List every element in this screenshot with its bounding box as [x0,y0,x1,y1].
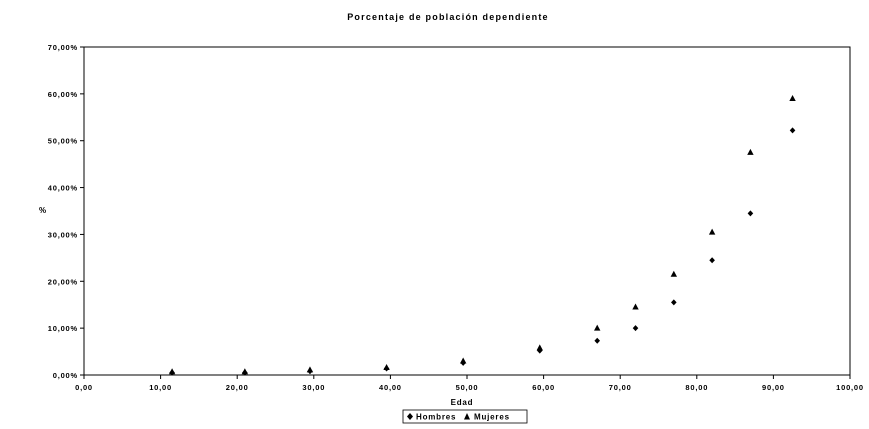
y-tick-label: 70,00% [48,43,78,52]
x-tick-label: 50,00 [456,383,479,392]
x-tick-label: 70,00 [609,383,632,392]
x-tick-label: 30,00 [302,383,325,392]
x-axis-ticks: 0,00 10,00 20,00 30,00 40,00 50,00 60,00 70,00 8… [75,375,864,392]
point-hombres [594,337,601,344]
x-tick-label: 20,00 [226,383,249,392]
x-tick-label: 40,00 [379,383,402,392]
x-tick-label: 80,00 [685,383,708,392]
point-mujeres [459,357,467,364]
point-hombres [747,210,754,217]
legend-marker-hombres [407,413,413,420]
y-tick-label: 30,00% [48,230,78,239]
x-axis-label: Edad [451,398,474,407]
point-hombres [709,257,715,264]
y-tick-label: 0,00% [53,371,78,380]
y-axis-label: % [39,206,47,215]
point-mujeres [708,228,716,235]
y-tick-label: 10,00% [48,324,78,333]
x-tick-label: 90,00 [762,383,785,392]
y-tick-label: 60,00% [48,90,78,99]
x-tick-label: 0,00 [75,383,93,392]
y-tick-label: 40,00% [48,184,78,193]
point-mujeres [594,324,601,331]
y-tick-label: 50,00% [48,137,78,146]
legend-label-hombres: Hombres [416,413,456,422]
x-tick-label: 60,00 [532,383,555,392]
chart-title: Porcentaje de población dependiente [347,12,549,22]
x-tick-label: 100,00 [836,383,864,392]
point-mujeres [383,364,390,371]
point-mujeres [241,368,249,375]
point-mujeres [670,270,678,277]
y-tick-label: 20,00% [48,277,78,286]
x-tick-label: 10,00 [149,383,172,392]
legend: Hombres Mujeres [402,409,528,424]
plot-area [83,46,851,376]
point-hombres [671,299,677,306]
point-mujeres [168,368,176,375]
point-mujeres [789,95,796,102]
legend-label-mujeres: Mujeres [474,413,510,422]
point-mujeres [306,366,314,373]
point-hombres [632,325,639,332]
point-mujeres [536,344,543,351]
y-axis-ticks: 0,00% 10,00% 20,00% 30,00% 40,00% 50,00% 60,00… [48,43,84,380]
point-mujeres [632,303,639,310]
legend-marker-mujeres [464,413,470,420]
point-mujeres [747,148,754,155]
data-points [168,95,796,376]
point-hombres [789,127,796,134]
legend-box [402,409,528,424]
